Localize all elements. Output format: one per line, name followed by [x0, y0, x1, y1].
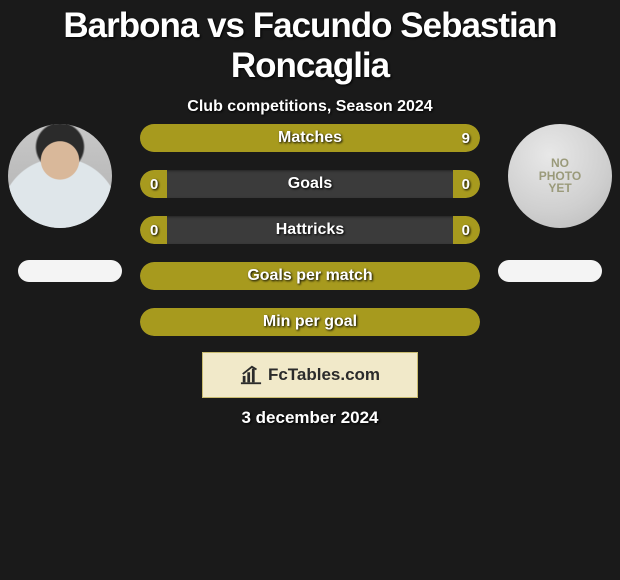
stat-row: Goals0 0: [140, 170, 480, 198]
stat-label: Min per goal: [140, 308, 480, 336]
stat-value-right: 0: [462, 170, 470, 198]
stat-value-right: 0: [462, 216, 470, 244]
stat-label: Matches: [140, 124, 480, 152]
brand-box: FcTables.com: [202, 352, 418, 398]
player-photo: [8, 124, 112, 228]
stat-row: Min per goal: [140, 308, 480, 336]
stat-label: Hattricks: [140, 216, 480, 244]
stat-label: Goals: [140, 170, 480, 198]
player-left-flag-pill: [18, 260, 122, 282]
stat-value-right: 9: [462, 124, 470, 152]
no-photo-placeholder: NOPHOTOYET: [508, 124, 612, 228]
comparison-rows: Matches9Goals00Hattricks00Goals per matc…: [140, 124, 480, 354]
subtitle: Club competitions, Season 2024: [0, 98, 620, 116]
date-text: 3 december 2024: [0, 408, 620, 428]
stat-label: Goals per match: [140, 262, 480, 290]
stat-row: Goals per match: [140, 262, 480, 290]
no-photo-text: NOPHOTOYET: [539, 157, 581, 195]
chart-bar-icon: [240, 364, 262, 386]
player-right-flag-pill: [498, 260, 602, 282]
stat-row: Matches9: [140, 124, 480, 152]
player-left-avatar: [8, 124, 112, 228]
stat-row: Hattricks0 0: [140, 216, 480, 244]
brand-text: FcTables.com: [268, 365, 380, 385]
stat-value-left: 0: [150, 170, 158, 198]
player-right-avatar: NOPHOTOYET: [508, 124, 612, 228]
page-title: Barbona vs Facundo Sebastian Roncaglia: [0, 0, 620, 86]
stat-value-left: 0: [150, 216, 158, 244]
